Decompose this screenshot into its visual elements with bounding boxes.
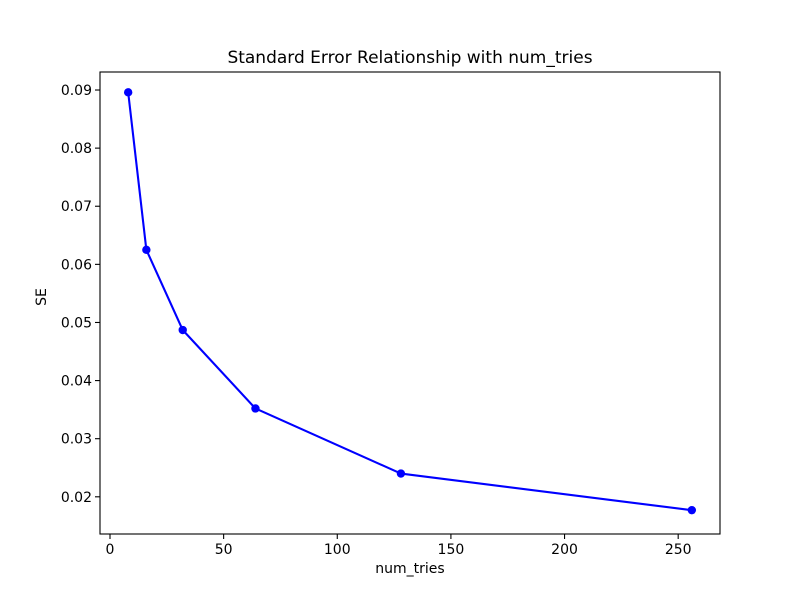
data-point — [687, 505, 697, 515]
y-tick-label: 0.09 — [61, 83, 92, 99]
y-tick-label: 0.02 — [61, 490, 92, 506]
data-line — [127, 91, 693, 512]
y-tick-label: 0.03 — [61, 432, 92, 448]
x-tick-label: 200 — [551, 542, 578, 558]
data-point — [178, 325, 187, 335]
plot-area: 0 50 100 150 200 250 0.02 0.03 0.04 0.05 0.06 0.07 0… — [61, 71, 721, 558]
x-tick-label: 50 — [215, 542, 233, 558]
x-tick-label: 100 — [324, 542, 351, 558]
data-point — [142, 245, 151, 255]
data-point — [251, 404, 260, 413]
x-tick-label: 150 — [438, 542, 465, 558]
x-tick-label: 0 — [106, 542, 115, 558]
y-tick-label: 0.08 — [61, 141, 92, 157]
y-tick-label: 0.06 — [61, 257, 92, 273]
plot-border — [99, 71, 721, 535]
chart-title: Standard Error Relationship with num_tri… — [227, 48, 592, 68]
y-tick-label: 0.04 — [61, 374, 92, 390]
data-point — [396, 469, 406, 478]
y-axis-label: SE — [34, 288, 50, 306]
x-tick-label: 250 — [665, 542, 692, 558]
y-tick-label: 0.07 — [61, 199, 92, 215]
y-tick-label: 0.05 — [61, 315, 92, 331]
x-axis-label: num_tries — [375, 561, 444, 577]
data-point — [123, 88, 133, 97]
